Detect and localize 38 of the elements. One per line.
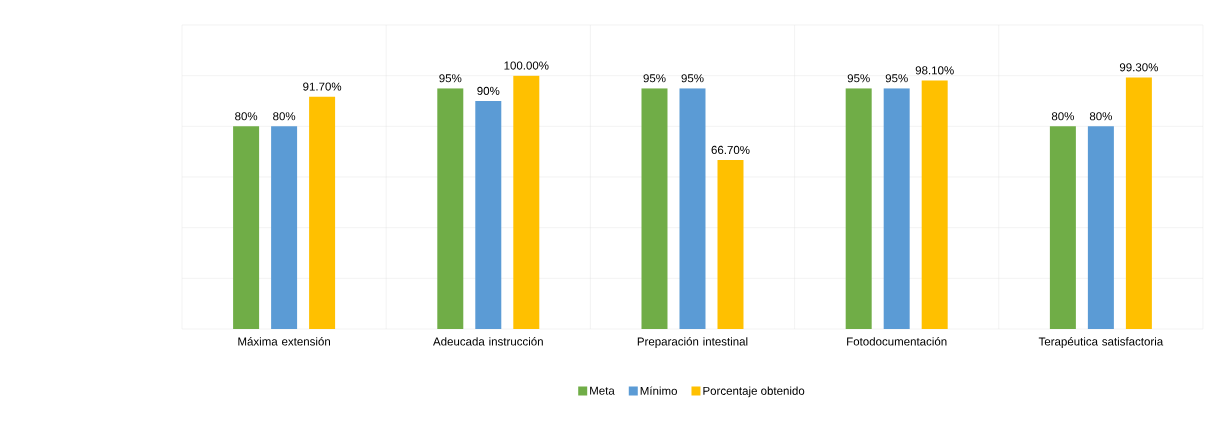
legend-label: Mínimo bbox=[640, 386, 677, 395]
data-label: 80% bbox=[235, 112, 258, 121]
data-label: 95% bbox=[847, 74, 870, 83]
bar bbox=[437, 88, 464, 329]
data-label: 80% bbox=[273, 112, 296, 121]
bar bbox=[513, 75, 540, 329]
x-tick-label: Preparación intestinal bbox=[637, 337, 748, 348]
bar bbox=[475, 101, 502, 329]
x-tick-label: Máxima extensión bbox=[238, 337, 330, 346]
bar bbox=[233, 126, 260, 329]
bar bbox=[679, 88, 706, 329]
bar bbox=[1087, 126, 1114, 329]
x-tick-label: Adeucada instrucción bbox=[433, 337, 543, 346]
bar bbox=[845, 88, 872, 329]
bar bbox=[641, 88, 668, 329]
x-tick-label: Terapéutica satisfactoria bbox=[1038, 337, 1164, 348]
bar bbox=[1125, 77, 1152, 329]
x-tick-label: Fotodocumentación bbox=[847, 337, 947, 346]
data-label: 100.00% bbox=[504, 61, 549, 70]
bar bbox=[271, 126, 298, 329]
data-label: 95% bbox=[681, 74, 704, 83]
data-label: 95% bbox=[439, 74, 462, 83]
legend-label: Meta bbox=[590, 386, 615, 395]
bar bbox=[921, 80, 948, 329]
bar bbox=[1049, 126, 1076, 329]
data-label: 66.70% bbox=[711, 145, 750, 154]
data-label: 99.30% bbox=[1119, 63, 1158, 72]
bar bbox=[717, 160, 744, 329]
data-label: 80% bbox=[1089, 112, 1112, 121]
data-label: 80% bbox=[1051, 112, 1074, 121]
legend-label: Porcentaje obtenido bbox=[703, 386, 805, 398]
data-label: 91.70% bbox=[303, 82, 342, 91]
bar bbox=[309, 96, 336, 329]
data-label: 95% bbox=[643, 74, 666, 83]
data-label: 90% bbox=[477, 86, 500, 95]
data-label: 95% bbox=[885, 74, 908, 83]
data-label: 98.10% bbox=[915, 66, 954, 75]
bar bbox=[883, 88, 910, 329]
